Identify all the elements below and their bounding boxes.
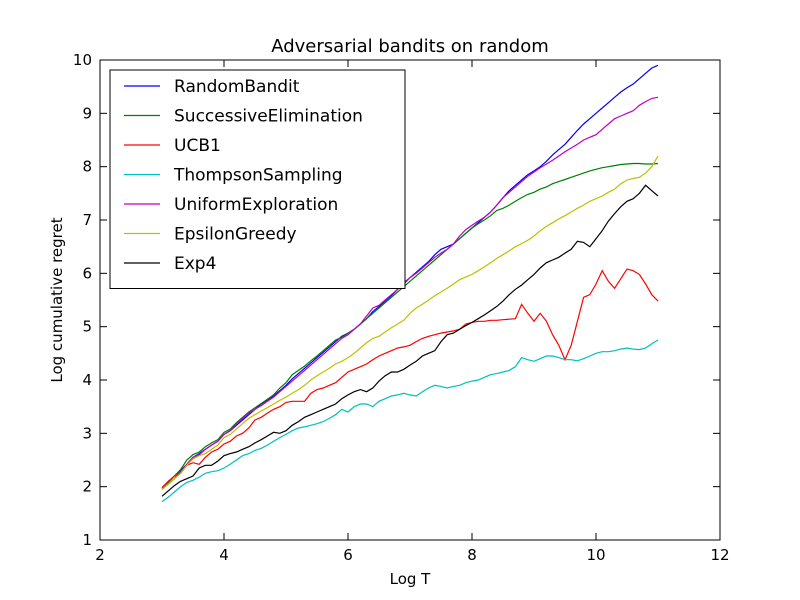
legend-label-ThompsonSampling: ThompsonSampling bbox=[173, 166, 343, 186]
legend-label-Exp4: Exp4 bbox=[174, 254, 216, 274]
series-line-UCB1 bbox=[161, 268, 659, 489]
y-tick-label-0: 1 bbox=[82, 531, 92, 549]
legend-label-SuccessiveElimination: SuccessiveElimination bbox=[174, 107, 363, 127]
y-tick-label-1: 2 bbox=[82, 478, 92, 496]
y-tick-label-7: 8 bbox=[82, 158, 92, 176]
x-tick-label-1: 4 bbox=[219, 546, 229, 564]
series-line-Exp4 bbox=[161, 184, 659, 497]
series-line-SuccessiveElimination bbox=[161, 162, 659, 489]
x-tick-label-2: 6 bbox=[343, 546, 353, 564]
legend-box bbox=[109, 69, 406, 289]
legend-label-UCB1: UCB1 bbox=[174, 136, 221, 156]
legend-label-EpsilonGreedy: EpsilonGreedy bbox=[174, 225, 297, 245]
x-tick-label-0: 2 bbox=[95, 546, 105, 564]
x-tick-label-5: 12 bbox=[710, 546, 729, 564]
series-lines bbox=[161, 64, 659, 503]
series-line-UniformExploration bbox=[161, 96, 659, 490]
x-tick-label-3: 8 bbox=[467, 546, 477, 564]
y-tick-label-8: 9 bbox=[82, 104, 92, 122]
legend-label-RandomBandit: RandomBandit bbox=[174, 77, 300, 97]
x-tick-label-4: 10 bbox=[586, 546, 605, 564]
legend-label-UniformExploration: UniformExploration bbox=[174, 195, 338, 215]
y-axis-label: Log cumulative regret bbox=[48, 217, 66, 382]
y-tick-label-4: 5 bbox=[82, 318, 92, 336]
series-line-ThompsonSampling bbox=[161, 339, 659, 503]
legend: RandomBandit SuccessiveElimination UCB1 Tho… bbox=[109, 69, 406, 289]
x-axis-label: Log T bbox=[390, 570, 432, 588]
chart-title: Adversarial bandits on random bbox=[271, 36, 549, 57]
y-tick-label-9: 10 bbox=[73, 51, 92, 69]
plot-frame bbox=[99, 59, 721, 541]
y-tick-label-3: 4 bbox=[82, 371, 92, 389]
y-tick-label-5: 6 bbox=[82, 264, 92, 282]
y-tick-label-2: 3 bbox=[82, 424, 92, 442]
series-line-EpsilonGreedy bbox=[161, 155, 659, 490]
y-tick-label-6: 7 bbox=[82, 211, 92, 229]
